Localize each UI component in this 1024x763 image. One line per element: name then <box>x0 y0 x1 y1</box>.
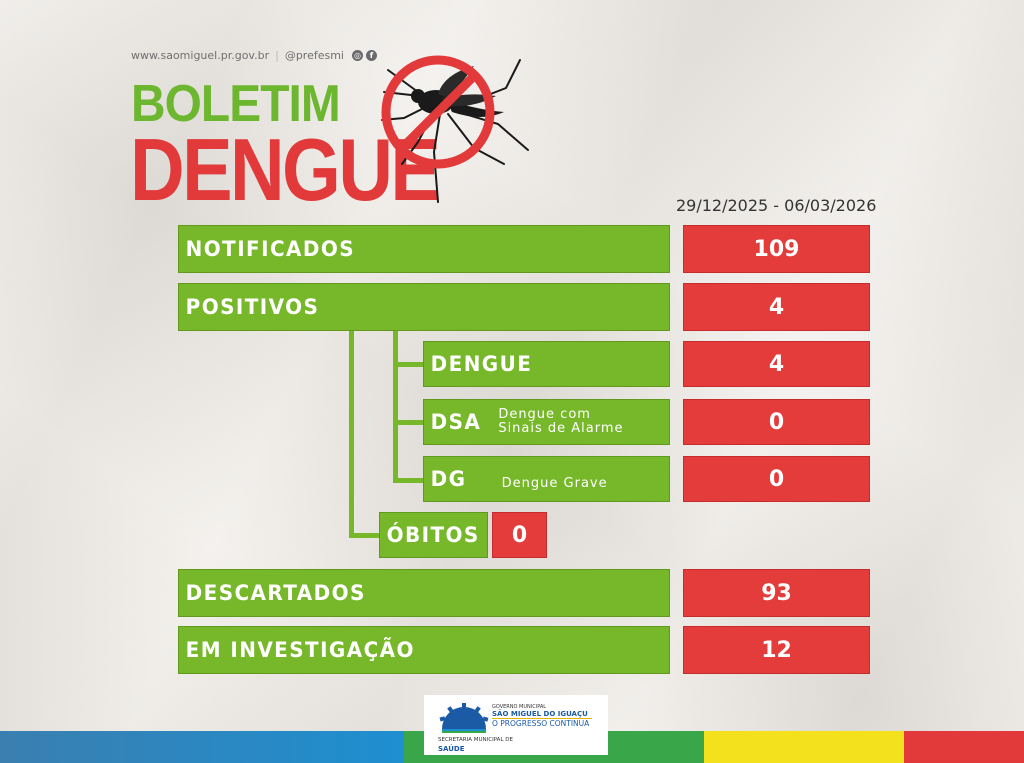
logo-line4: SECRETARIA MUNICIPAL DE <box>438 737 513 743</box>
title-boletim: BOLETIM <box>131 75 341 133</box>
dsa-description-line2: Sinais de Alarme <box>498 421 624 436</box>
stripe-yellow <box>704 731 904 763</box>
descartados-label: DESCARTADOS <box>185 581 366 605</box>
dsa-label: DSA <box>430 410 482 434</box>
stripe-blue-gradient <box>0 731 404 763</box>
notificados-value: 109 <box>753 236 800 262</box>
row-notificados-value: 109 <box>683 225 870 273</box>
header-links: www.saomiguel.pr.gov.br | @prefesmi ◎ f <box>131 49 377 62</box>
row-dg-value: 0 <box>683 456 870 502</box>
investigacao-label: EM INVESTIGAÇÃO <box>185 638 415 662</box>
dsa-value: 0 <box>768 409 785 435</box>
dengue-label: DENGUE <box>430 352 533 376</box>
logo-divider <box>492 718 592 719</box>
row-obitos-value: 0 <box>492 512 547 558</box>
municipality-logo: GOVERNO MUNICIPAL SÃO MIGUEL DO IGUAÇU O… <box>424 695 608 755</box>
positivos-value: 4 <box>768 294 785 320</box>
row-descartados-value: 93 <box>683 569 870 617</box>
facebook-icon[interactable]: f <box>366 50 377 61</box>
dsa-description: Dengue com Sinais de Alarme <box>498 408 623 436</box>
row-dsa-label: DSA Dengue com Sinais de Alarme <box>423 399 670 445</box>
row-dsa-value: 0 <box>683 399 870 445</box>
row-dg-label: DG Dengue Grave <box>423 456 670 502</box>
row-notificados-label: NOTIFICADOS <box>178 225 670 273</box>
row-dengue-label: DENGUE <box>423 341 670 387</box>
website-link[interactable]: www.saomiguel.pr.gov.br <box>131 49 270 62</box>
connector-horizontal-obitos <box>349 533 379 538</box>
connector-horizontal-dg <box>393 478 423 483</box>
social-handle[interactable]: @prefesmi <box>284 49 344 62</box>
logo-line3: O PROGRESSO CONTINUA <box>492 719 590 728</box>
row-investigacao-label: EM INVESTIGAÇÃO <box>178 626 670 674</box>
connector-horizontal-dsa <box>393 420 423 425</box>
connector-horizontal-dengue <box>393 362 423 367</box>
positivos-label: POSITIVOS <box>185 295 320 319</box>
logo-line2: SÃO MIGUEL DO IGUAÇU <box>492 710 588 718</box>
notificados-label: NOTIFICADOS <box>185 237 356 261</box>
connector-vertical-outer <box>349 330 354 538</box>
stripe-red <box>904 731 1024 763</box>
row-positivos-value: 4 <box>683 283 870 331</box>
instagram-icon[interactable]: ◎ <box>352 50 363 61</box>
row-investigacao-value: 12 <box>683 626 870 674</box>
dg-label: DG <box>430 467 467 491</box>
logo-line5: SAÚDE <box>438 745 465 753</box>
dsa-description-line1: Dengue com <box>498 407 591 422</box>
row-obitos-label: ÓBITOS <box>379 512 488 558</box>
dg-value: 0 <box>768 466 785 492</box>
obitos-value: 0 <box>511 522 528 548</box>
obitos-label: ÓBITOS <box>386 523 480 547</box>
descartados-value: 93 <box>761 580 792 606</box>
row-positivos-label: POSITIVOS <box>178 283 670 331</box>
investigacao-value: 12 <box>761 637 792 663</box>
row-dengue-value: 4 <box>683 341 870 387</box>
logo-line1: GOVERNO MUNICIPAL <box>492 704 547 710</box>
dengue-value: 4 <box>768 351 785 377</box>
period-range: 29/12/2025 - 06/03/2026 <box>676 196 877 215</box>
row-descartados-label: DESCARTADOS <box>178 569 670 617</box>
separator: | <box>275 49 279 62</box>
sun-gear-icon <box>439 703 489 733</box>
no-mosquito-icon <box>381 55 529 203</box>
connector-vertical-inner <box>393 330 398 483</box>
dg-description: Dengue Grave <box>501 476 608 491</box>
